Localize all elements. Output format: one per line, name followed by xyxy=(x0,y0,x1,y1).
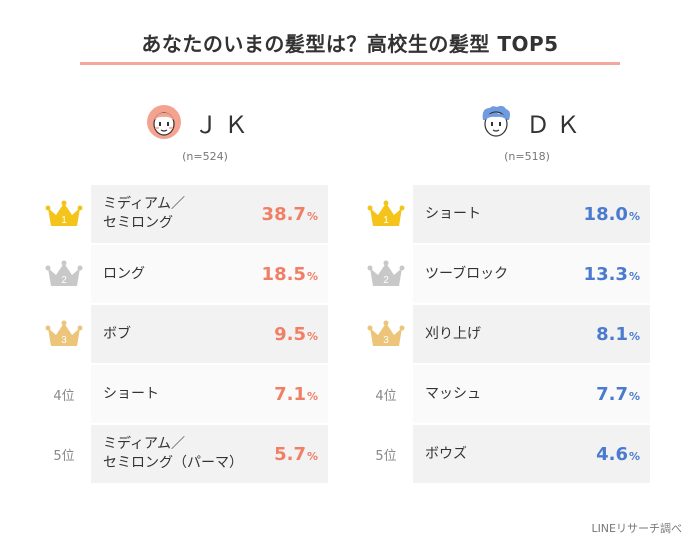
sample-count-jk: (n=524) xyxy=(182,150,228,163)
value-number: 18.5 xyxy=(261,263,306,285)
table-row: ミディアム／ セミロング（パーマ） 5.7% xyxy=(91,425,328,483)
value-number: 5.7 xyxy=(274,443,306,465)
row-background xyxy=(413,245,650,303)
category-label: ボウズ xyxy=(425,445,467,462)
row-background xyxy=(91,305,328,363)
category-label: マッシュ xyxy=(425,385,481,402)
rank-number: 2 xyxy=(383,275,389,286)
value-label: 13.3% xyxy=(584,245,640,303)
category-label: ボブ xyxy=(103,325,131,342)
table-row: ロング 18.5% xyxy=(91,245,328,303)
rank-text: 4位 xyxy=(53,388,75,404)
title-underline xyxy=(80,62,620,65)
value-number: 38.7 xyxy=(261,203,306,225)
row-background xyxy=(91,245,328,303)
rank-text: 5位 xyxy=(375,448,397,464)
row-background xyxy=(413,305,650,363)
category-label: ミディアム／ セミロング xyxy=(103,196,186,231)
category-label: ショート xyxy=(103,385,159,402)
category-label: 刈り上げ xyxy=(425,325,481,342)
value-unit: % xyxy=(628,450,640,463)
value-label: 4.6% xyxy=(596,425,640,483)
value-number: 4.6 xyxy=(596,443,628,465)
value-unit: % xyxy=(306,450,318,463)
table-row: ミディアム／ セミロング 38.7% xyxy=(91,185,328,243)
value-unit: % xyxy=(306,270,318,283)
value-label: 7.7% xyxy=(596,365,640,423)
rank-label: 4位 xyxy=(44,374,84,414)
group-label-dk: ＤＫ xyxy=(526,110,586,139)
value-label: 18.0% xyxy=(584,185,640,243)
crown-icon: 1 xyxy=(366,194,406,234)
crown-icon: 1 xyxy=(44,194,84,234)
row-background xyxy=(413,365,650,423)
value-number: 9.5 xyxy=(274,323,306,345)
value-unit: % xyxy=(628,210,640,223)
rank-text: 4位 xyxy=(375,388,397,404)
category-label: ショート xyxy=(425,205,481,222)
table-row: ボブ 9.5% xyxy=(91,305,328,363)
value-label: 8.1% xyxy=(596,305,640,363)
value-label: 18.5% xyxy=(262,245,318,303)
table-row: ショート 18.0% xyxy=(413,185,650,243)
chart-title: あなたのいまの髪型は？高校生の髪型 TOP5 xyxy=(141,32,559,56)
category-label: ツーブロック xyxy=(425,265,509,282)
rank-text: 5位 xyxy=(53,448,75,464)
rank-number: 1 xyxy=(61,215,67,226)
group-header-dk: ＤＫ xyxy=(478,104,586,140)
rank-number: 3 xyxy=(383,335,389,346)
value-number: 8.1 xyxy=(596,323,628,345)
category-label: ロング xyxy=(103,265,145,282)
value-unit: % xyxy=(628,330,640,343)
rank-label: 5位 xyxy=(44,434,84,474)
row-background xyxy=(413,425,650,483)
rank-number: 2 xyxy=(61,275,67,286)
source-note: LINEリサーチ調べ xyxy=(591,522,682,535)
table-row: ショート 7.1% xyxy=(91,365,328,423)
boy-icon xyxy=(482,105,510,137)
value-unit: % xyxy=(306,330,318,343)
crown-icon: 2 xyxy=(366,254,406,294)
value-label: 9.5% xyxy=(274,305,318,363)
group-header-jk: ＪＫ xyxy=(146,104,254,140)
rank-label: 4位 xyxy=(366,374,406,414)
value-label: 5.7% xyxy=(274,425,318,483)
row-background xyxy=(413,185,650,243)
value-unit: % xyxy=(628,270,640,283)
value-number: 18.0 xyxy=(583,203,628,225)
row-background xyxy=(91,425,328,483)
table-row: マッシュ 7.7% xyxy=(413,365,650,423)
rank-number: 3 xyxy=(61,335,67,346)
value-number: 13.3 xyxy=(583,263,628,285)
row-background xyxy=(91,185,328,243)
crown-icon: 3 xyxy=(44,314,84,354)
row-background xyxy=(91,365,328,423)
value-unit: % xyxy=(306,210,318,223)
value-label: 38.7% xyxy=(262,185,318,243)
girl-icon xyxy=(147,105,181,139)
crown-icon: 2 xyxy=(44,254,84,294)
value-label: 7.1% xyxy=(274,365,318,423)
table-row: ツーブロック 13.3% xyxy=(413,245,650,303)
table-row: 刈り上げ 8.1% xyxy=(413,305,650,363)
rank-number: 1 xyxy=(383,215,389,226)
value-unit: % xyxy=(628,390,640,403)
sample-count-dk: (n=518) xyxy=(504,150,550,163)
table-row: ボウズ 4.6% xyxy=(413,425,650,483)
group-label-jk: ＪＫ xyxy=(194,110,254,139)
category-label: ミディアム／ セミロング（パーマ） xyxy=(103,436,243,471)
crown-icon: 3 xyxy=(366,314,406,354)
value-number: 7.7 xyxy=(596,383,628,405)
value-number: 7.1 xyxy=(274,383,306,405)
value-unit: % xyxy=(306,390,318,403)
rank-label: 5位 xyxy=(366,434,406,474)
